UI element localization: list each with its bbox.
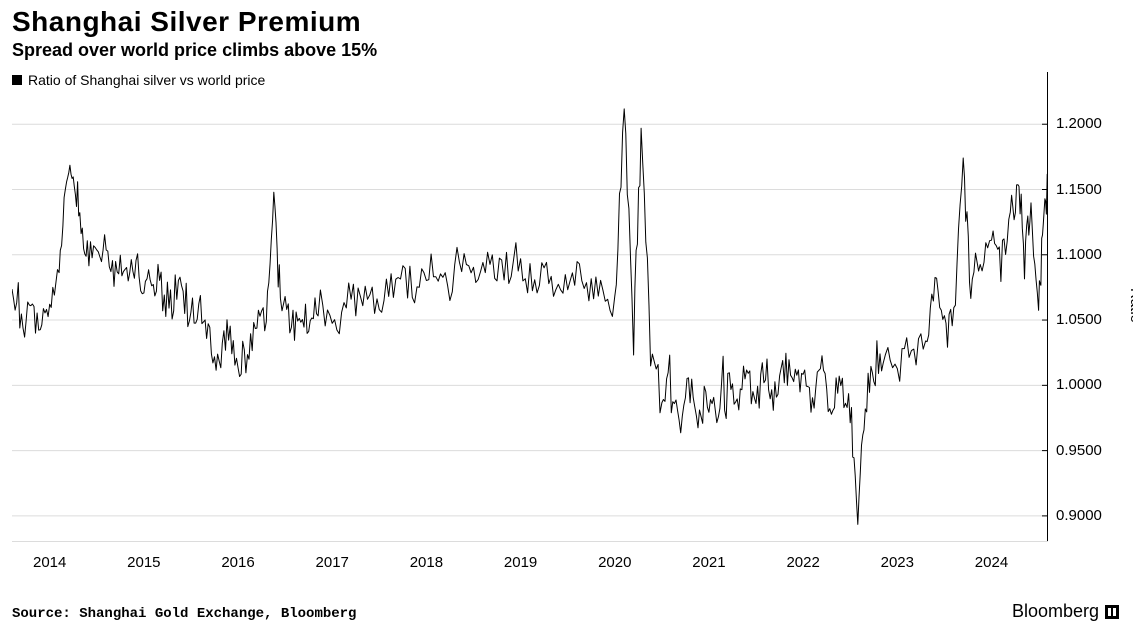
brand-label: Bloomberg <box>1012 601 1099 622</box>
chart-container: Shanghai Silver Premium Spread over worl… <box>0 0 1133 632</box>
y-tick-label: 1.1500 <box>1056 181 1102 198</box>
x-tick-label: 2017 <box>316 554 349 571</box>
brand: Bloomberg <box>1012 601 1119 622</box>
y-tick-label: 0.9000 <box>1056 507 1102 524</box>
y-tick-label: 1.0500 <box>1056 311 1102 328</box>
y-tick-label: 1.2000 <box>1056 115 1102 132</box>
x-tick-label: 2020 <box>598 554 631 571</box>
x-tick-label: 2022 <box>786 554 819 571</box>
x-tick-label: 2024 <box>975 554 1008 571</box>
x-tick-label: 2021 <box>692 554 725 571</box>
y-tick-label: 0.9500 <box>1056 442 1102 459</box>
chart-subtitle: Spread over world price climbs above 15% <box>12 40 377 61</box>
x-tick-label: 2019 <box>504 554 537 571</box>
x-tick-label: 2018 <box>410 554 443 571</box>
x-tick-label: 2016 <box>221 554 254 571</box>
y-tick-label: 1.0000 <box>1056 376 1102 393</box>
chart-title: Shanghai Silver Premium <box>12 6 361 38</box>
source-text: Source: Shanghai Gold Exchange, Bloomber… <box>12 606 356 622</box>
plot-area <box>12 72 1048 542</box>
x-tick-label: 2023 <box>881 554 914 571</box>
y-tick-label: 1.1000 <box>1056 246 1102 263</box>
y-axis-title: Ratio <box>1127 288 1133 323</box>
brand-icon <box>1105 605 1119 619</box>
x-tick-label: 2015 <box>127 554 160 571</box>
x-tick-label: 2014 <box>33 554 66 571</box>
